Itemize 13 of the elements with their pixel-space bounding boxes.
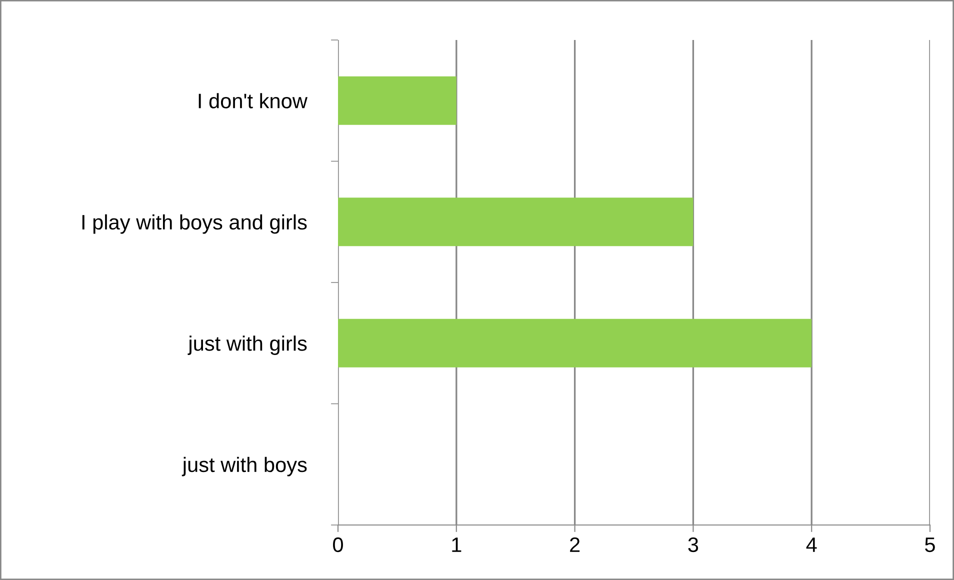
x-tick-label: 5 [925, 538, 935, 552]
y-tick-label: I don't know [198, 93, 308, 108]
x-tick-label: 0 [333, 537, 343, 552]
x-tick-label: 2 [570, 537, 580, 552]
y-tick-label: I play with boys and girls [82, 214, 307, 234]
bar [338, 318, 812, 368]
x-tick-label: 3 [688, 537, 698, 552]
x-tick-label: 1 [452, 538, 462, 552]
bar [338, 76, 456, 125]
y-tick-label: just with boys [182, 456, 307, 476]
y-tick-label: just with girls [188, 336, 307, 355]
x-tick-label: 4 [806, 538, 817, 552]
bar [338, 198, 694, 246]
